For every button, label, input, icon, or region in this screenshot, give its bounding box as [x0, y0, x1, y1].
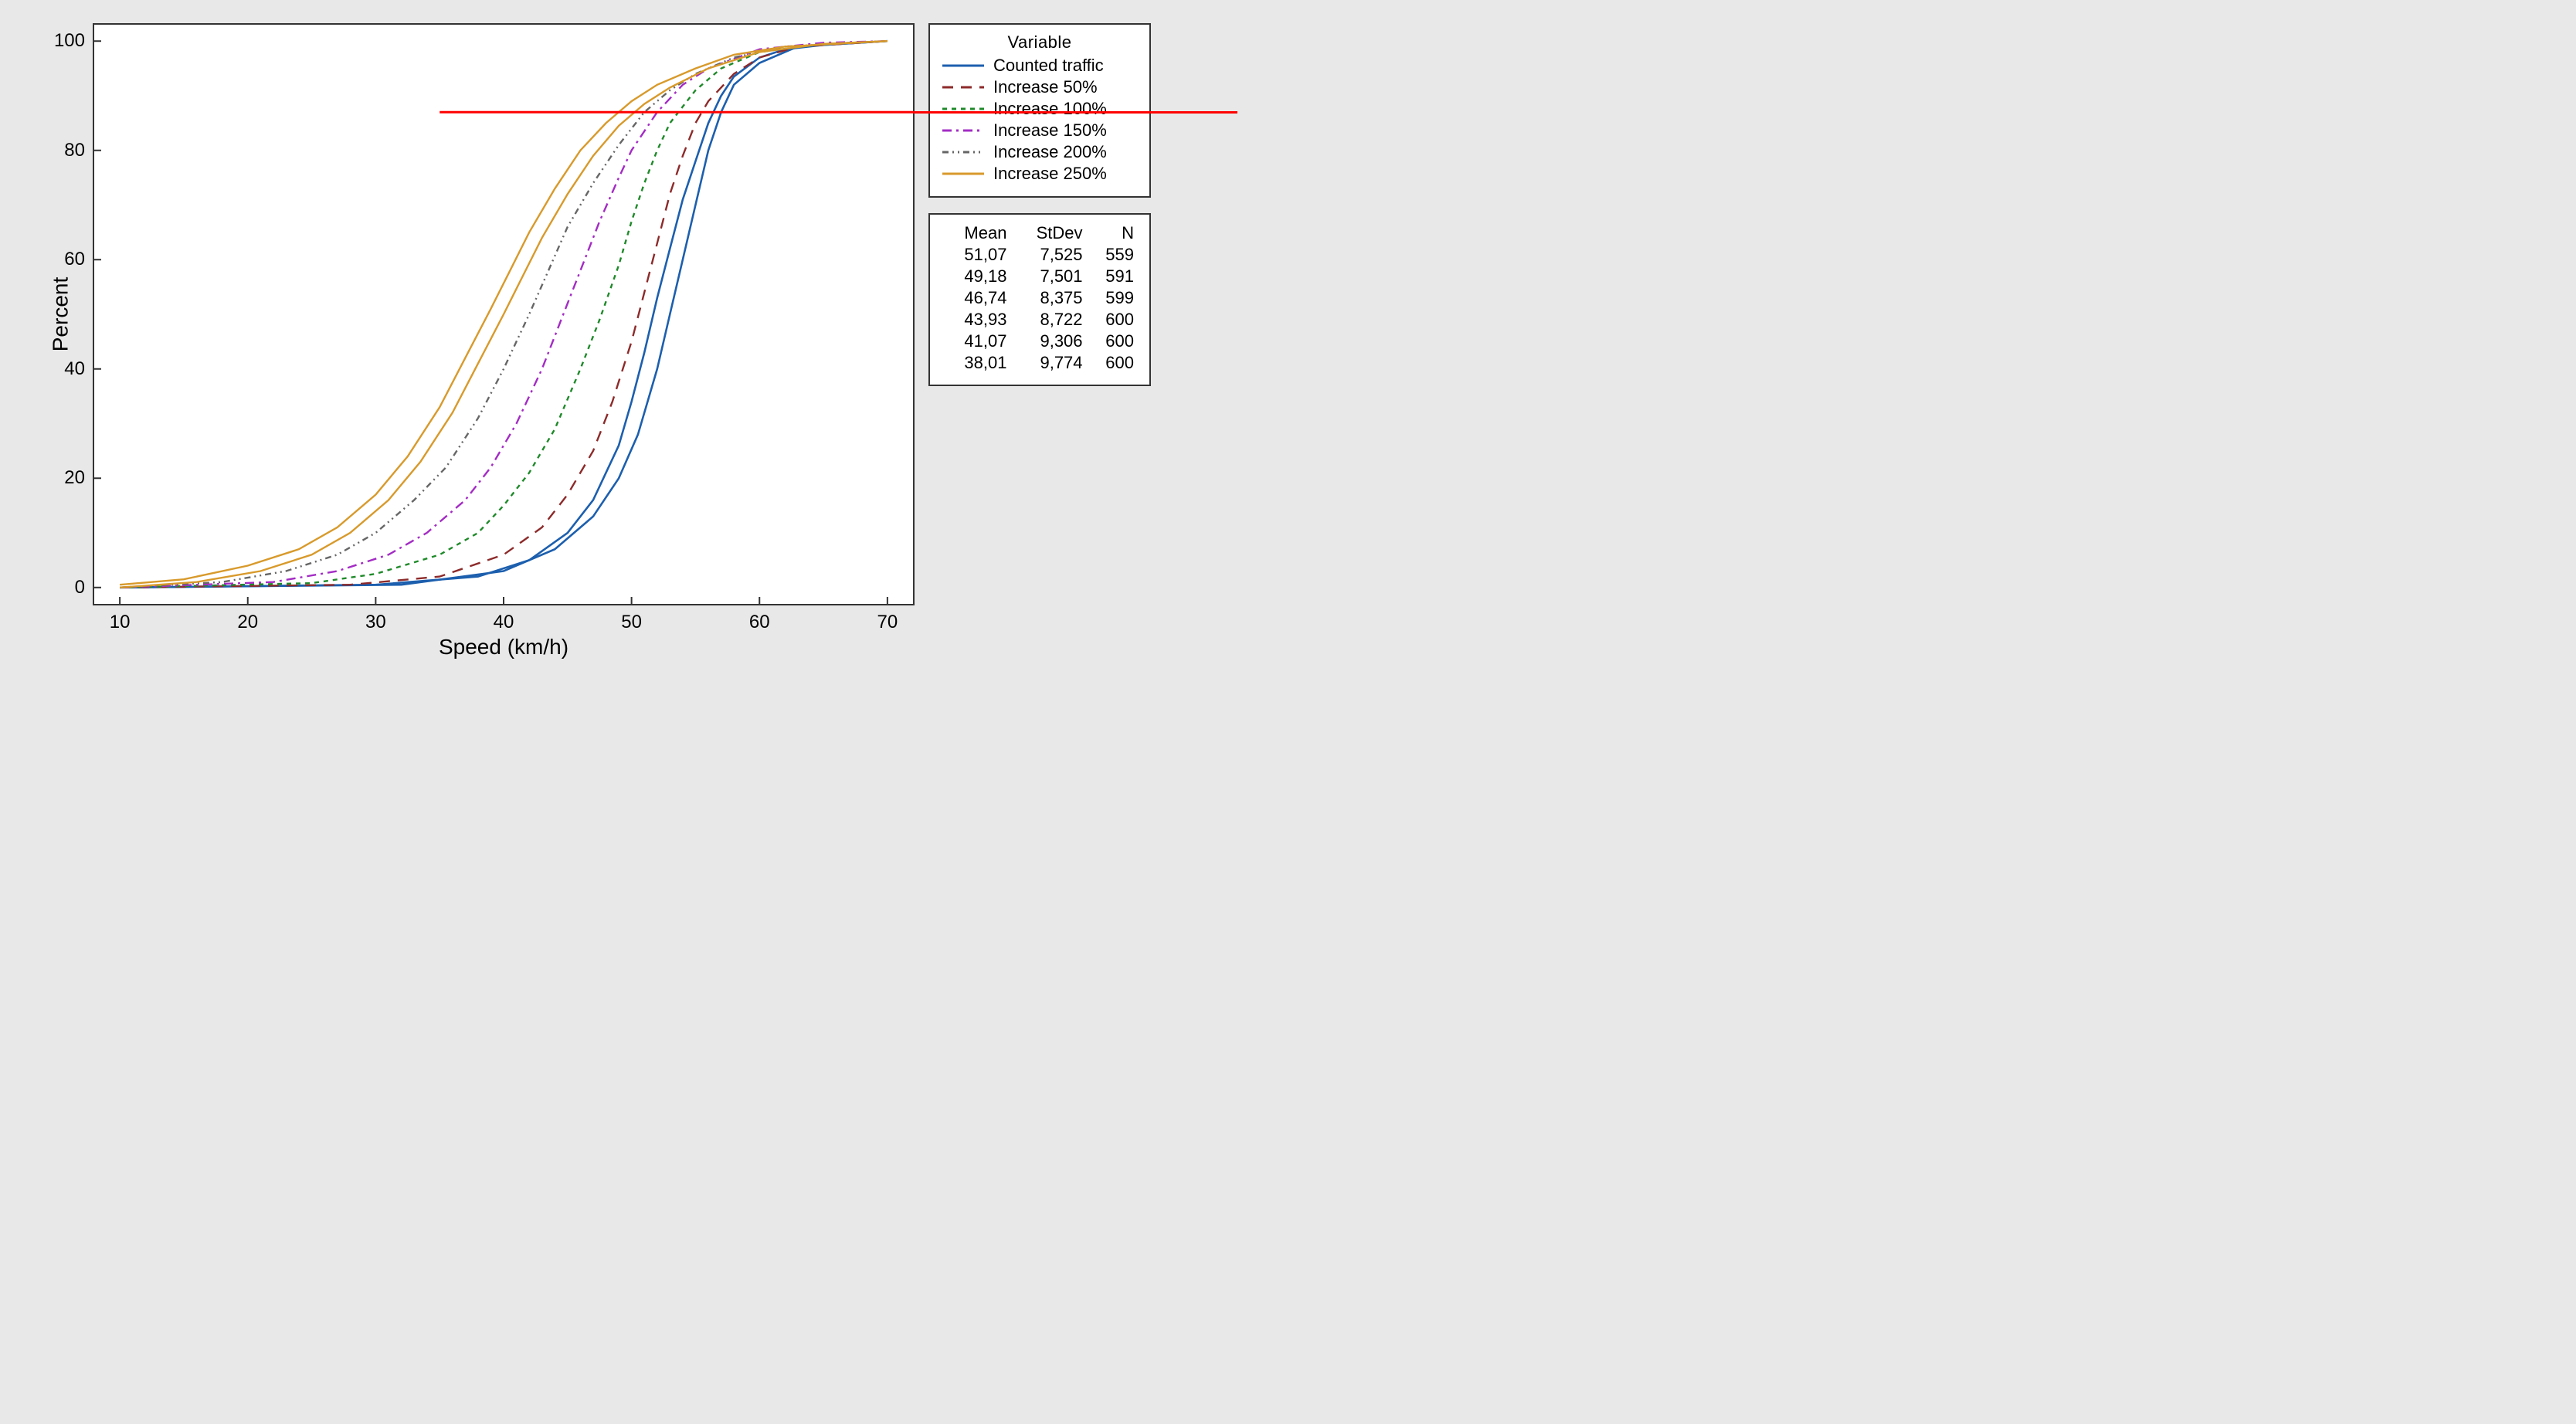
stats-cell: 599 — [1088, 287, 1139, 309]
stats-table: MeanStDevN 51,077,52555949,187,50159146,… — [941, 222, 1139, 374]
stats-row: 43,938,722600 — [941, 309, 1139, 331]
x-axis-label: Speed (km/h) — [439, 635, 568, 659]
stats-row: 41,079,306600 — [941, 331, 1139, 352]
x-tick-label: 30 — [365, 612, 386, 633]
legend-label: Increase 50% — [993, 77, 1098, 97]
stats-cell: 51,07 — [941, 244, 1011, 266]
stats-header: N — [1088, 222, 1139, 244]
x-tick-label: 50 — [621, 612, 642, 633]
stats-cell: 600 — [1088, 331, 1139, 352]
stats-cell: 49,18 — [941, 266, 1011, 287]
series-line — [120, 41, 888, 588]
chart-container: 020406080100 10203040506070 Percent Spee… — [0, 0, 1174, 649]
stats-cell: 591 — [1088, 266, 1139, 287]
legend-swatch — [941, 144, 986, 160]
plot-area: 020406080100 10203040506070 Percent Spee… — [93, 23, 915, 605]
stats-cell: 8,722 — [1011, 309, 1087, 331]
legend-swatch — [941, 101, 986, 117]
x-tick-label: 60 — [749, 612, 770, 633]
legend-swatch — [941, 80, 986, 95]
stats-row: 46,748,375599 — [941, 287, 1139, 309]
stats-row: 38,019,774600 — [941, 352, 1139, 374]
stats-cell: 9,774 — [1011, 352, 1087, 374]
legend-item: Increase 150% — [941, 120, 1139, 141]
stats-cell: 600 — [1088, 309, 1139, 331]
stats-cell: 7,525 — [1011, 244, 1087, 266]
stats-cell: 600 — [1088, 352, 1139, 374]
y-tick-label: 40 — [64, 358, 85, 380]
legend-item: Increase 100% — [941, 99, 1139, 119]
stats-box: MeanStDevN 51,077,52555949,187,50159146,… — [928, 213, 1151, 386]
legend-label: Increase 200% — [993, 142, 1107, 162]
legend-label: Counted traffic — [993, 56, 1104, 76]
stats-cell: 38,01 — [941, 352, 1011, 374]
reference-line-extension — [913, 111, 1237, 114]
y-tick-label: 100 — [54, 30, 85, 52]
y-axis-label: Percent — [48, 277, 73, 352]
y-tick-label: 80 — [64, 140, 85, 161]
stats-cell: 7,501 — [1011, 266, 1087, 287]
legend-swatch — [941, 58, 986, 73]
legend-label: Increase 150% — [993, 120, 1107, 141]
stats-cell: 9,306 — [1011, 331, 1087, 352]
x-tick-label: 70 — [877, 612, 898, 633]
legend-swatch — [941, 166, 986, 181]
stats-row: 51,077,525559 — [941, 244, 1139, 266]
stats-cell: 46,74 — [941, 287, 1011, 309]
stats-row: 49,187,501591 — [941, 266, 1139, 287]
legend-swatch — [941, 123, 986, 138]
y-tick-label: 0 — [75, 577, 85, 598]
legend-item: Increase 50% — [941, 77, 1139, 97]
legend-title: Variable — [941, 32, 1139, 53]
legend-item: Counted traffic — [941, 56, 1139, 76]
legend-label: Increase 100% — [993, 99, 1107, 119]
stats-cell: 43,93 — [941, 309, 1011, 331]
x-tick-label: 10 — [110, 612, 131, 633]
stats-cell: 8,375 — [1011, 287, 1087, 309]
stats-header: StDev — [1011, 222, 1087, 244]
x-tick-label: 40 — [494, 612, 514, 633]
stats-cell: 41,07 — [941, 331, 1011, 352]
stats-header: Mean — [941, 222, 1011, 244]
chart-row: 0 20 40 60 80 100 10 20 30 40 50 60 70 Percent Spee… — [23, 23, 1151, 667]
legend-item: Increase 250% — [941, 164, 1139, 184]
legend-item: Increase 200% — [941, 142, 1139, 162]
y-tick-label: 60 — [64, 249, 85, 270]
y-tick-label: 20 — [64, 467, 85, 489]
plot-svg — [94, 25, 913, 604]
legend-label: Increase 250% — [993, 164, 1107, 184]
stats-cell: 559 — [1088, 244, 1139, 266]
x-tick-label: 20 — [237, 612, 258, 633]
